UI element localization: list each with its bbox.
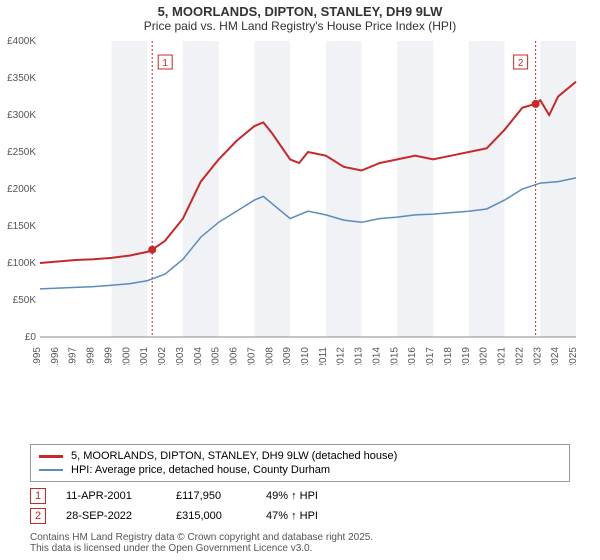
svg-text:1998: 1998 — [86, 347, 97, 365]
legend-label: 5, MOORLANDS, DIPTON, STANLEY, DH9 9LW (… — [71, 450, 397, 462]
line-chart: £0 £50K £100K £150K £200K £250K £300K £350K £400… — [0, 35, 590, 365]
svg-text:£0: £0 — [25, 332, 37, 343]
svg-text:2018: 2018 — [443, 347, 454, 365]
markers-table: 1 11-APR-2001 £117,950 49% ↑ HPI 2 28-SE… — [30, 486, 570, 526]
svg-text:2024: 2024 — [550, 347, 561, 365]
svg-text:2004: 2004 — [193, 347, 204, 365]
svg-text:1996: 1996 — [50, 347, 61, 365]
svg-text:2023: 2023 — [532, 347, 543, 365]
svg-text:1997: 1997 — [68, 347, 79, 365]
marker-badge-icon: 1 — [30, 488, 46, 504]
svg-text:2016: 2016 — [407, 347, 418, 365]
svg-text:2009: 2009 — [282, 347, 293, 365]
legend-box: 5, MOORLANDS, DIPTON, STANLEY, DH9 9LW (… — [30, 444, 570, 482]
title-subtitle: Price paid vs. HM Land Registry's House … — [10, 19, 590, 33]
legend-label: HPI: Average price, detached house, Coun… — [71, 464, 330, 476]
svg-text:2012: 2012 — [336, 347, 347, 365]
footer: Contains HM Land Registry data © Crown c… — [0, 528, 600, 560]
svg-text:2003: 2003 — [175, 347, 186, 365]
svg-text:£350K: £350K — [7, 73, 36, 84]
svg-text:2017: 2017 — [425, 347, 436, 365]
plot-area: £0 £50K £100K £150K £200K £250K £300K £350K £400… — [0, 35, 600, 440]
legend-row: 5, MOORLANDS, DIPTON, STANLEY, DH9 9LW (… — [39, 449, 561, 463]
marker-price: £117,950 — [176, 490, 246, 502]
title-address: 5, MOORLANDS, DIPTON, STANLEY, DH9 9LW — [10, 4, 590, 19]
footer-licence: This data is licensed under the Open Gov… — [30, 543, 570, 554]
marker-change: 49% ↑ HPI — [266, 490, 318, 502]
svg-text:2001: 2001 — [139, 347, 150, 365]
footer-copyright: Contains HM Land Registry data © Crown c… — [30, 532, 570, 543]
svg-text:£300K: £300K — [7, 110, 36, 121]
svg-text:2025: 2025 — [568, 347, 579, 365]
svg-text:1999: 1999 — [103, 347, 114, 365]
svg-text:2006: 2006 — [229, 347, 240, 365]
svg-text:2015: 2015 — [389, 347, 400, 365]
chart-container: 5, MOORLANDS, DIPTON, STANLEY, DH9 9LW P… — [0, 0, 600, 560]
title-block: 5, MOORLANDS, DIPTON, STANLEY, DH9 9LW P… — [0, 0, 600, 35]
svg-text:£50K: £50K — [13, 295, 37, 306]
svg-text:2002: 2002 — [157, 347, 168, 365]
svg-text:2000: 2000 — [121, 347, 132, 365]
svg-text:£150K: £150K — [7, 221, 36, 232]
svg-text:2022: 2022 — [514, 347, 525, 365]
svg-text:2010: 2010 — [300, 347, 311, 365]
svg-text:£250K: £250K — [7, 147, 36, 158]
marker-price: £315,000 — [176, 510, 246, 522]
marker-row: 1 11-APR-2001 £117,950 49% ↑ HPI — [30, 486, 570, 506]
svg-text:2: 2 — [518, 58, 524, 69]
svg-text:£200K: £200K — [7, 184, 36, 195]
svg-text:2005: 2005 — [211, 347, 222, 365]
marker-row: 2 28-SEP-2022 £315,000 47% ↑ HPI — [30, 506, 570, 526]
svg-text:2011: 2011 — [318, 347, 329, 365]
svg-text:2014: 2014 — [371, 347, 382, 365]
marker-date: 28-SEP-2022 — [66, 510, 156, 522]
marker-badge-icon: 2 — [30, 508, 46, 524]
svg-text:£100K: £100K — [7, 258, 36, 269]
legend-swatch — [39, 469, 63, 471]
svg-text:2007: 2007 — [246, 347, 257, 365]
legend-row: HPI: Average price, detached house, Coun… — [39, 463, 561, 477]
svg-text:2021: 2021 — [497, 347, 508, 365]
svg-text:£400K: £400K — [7, 36, 36, 47]
svg-text:2013: 2013 — [354, 347, 365, 365]
svg-text:2008: 2008 — [264, 347, 275, 365]
marker-date: 11-APR-2001 — [66, 490, 156, 502]
marker-change: 47% ↑ HPI — [266, 510, 318, 522]
svg-text:2019: 2019 — [461, 347, 472, 365]
svg-text:1995: 1995 — [32, 347, 43, 365]
svg-text:2020: 2020 — [479, 347, 490, 365]
svg-text:1: 1 — [162, 58, 168, 69]
legend-swatch — [39, 455, 63, 458]
